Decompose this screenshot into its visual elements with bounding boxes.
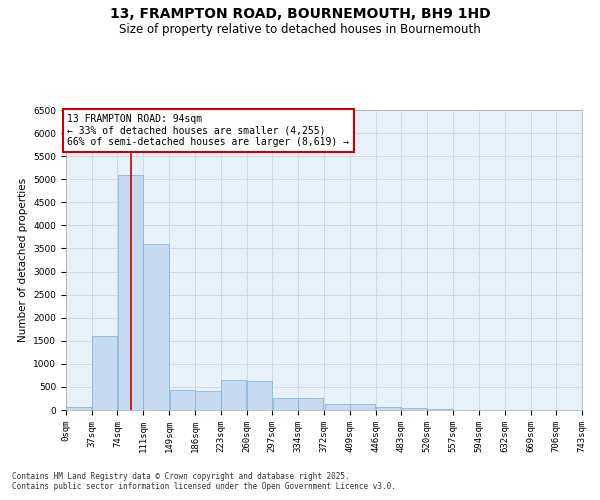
Bar <box>402 408 427 410</box>
Y-axis label: Number of detached properties: Number of detached properties <box>18 178 28 342</box>
Text: Size of property relative to detached houses in Bournemouth: Size of property relative to detached ho… <box>119 22 481 36</box>
Text: 13 FRAMPTON ROAD: 94sqm
← 33% of detached houses are smaller (4,255)
66% of semi: 13 FRAMPTON ROAD: 94sqm ← 33% of detache… <box>67 114 349 147</box>
Bar <box>350 404 376 410</box>
Bar <box>170 390 195 410</box>
Text: Contains public sector information licensed under the Open Government Licence v3: Contains public sector information licen… <box>12 482 396 491</box>
Bar <box>66 407 91 410</box>
Bar <box>427 409 452 410</box>
Text: 13, FRAMPTON ROAD, BOURNEMOUTH, BH9 1HD: 13, FRAMPTON ROAD, BOURNEMOUTH, BH9 1HD <box>110 8 490 22</box>
Bar <box>221 380 246 410</box>
Bar <box>196 390 221 410</box>
Bar <box>325 404 350 410</box>
Bar <box>143 244 169 410</box>
Bar <box>272 398 298 410</box>
Text: Contains HM Land Registry data © Crown copyright and database right 2025.: Contains HM Land Registry data © Crown c… <box>12 472 350 481</box>
Bar <box>298 398 323 410</box>
Bar <box>118 174 143 410</box>
Bar <box>376 407 401 410</box>
Bar <box>247 381 272 410</box>
Bar <box>92 336 117 410</box>
